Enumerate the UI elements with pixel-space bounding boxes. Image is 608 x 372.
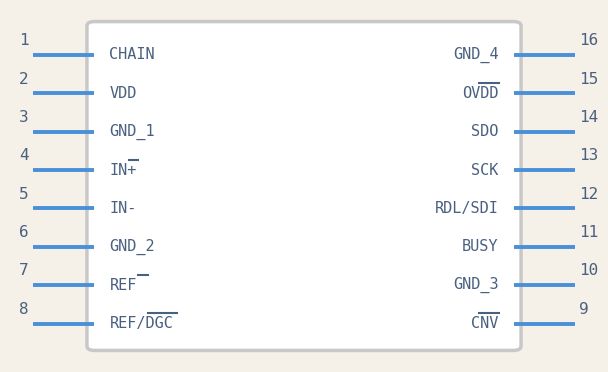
Text: 10: 10 [579,263,599,279]
Text: SCK: SCK [471,163,499,177]
FancyBboxPatch shape [87,22,521,350]
Text: OVDD: OVDD [462,86,499,101]
Text: GND_2: GND_2 [109,239,155,255]
Text: 12: 12 [579,187,599,202]
Text: 2: 2 [19,71,29,87]
Text: BUSY: BUSY [462,239,499,254]
Text: CNV: CNV [471,316,499,331]
Text: REF/DGC: REF/DGC [109,316,173,331]
Text: CHAIN: CHAIN [109,47,155,62]
Text: GND_1: GND_1 [109,124,155,140]
Text: 6: 6 [19,225,29,240]
Text: IN+: IN+ [109,163,137,177]
Text: 14: 14 [579,110,599,125]
Text: IN-: IN- [109,201,137,216]
Text: 11: 11 [579,225,599,240]
Text: SDO: SDO [471,124,499,139]
Text: 13: 13 [579,148,599,163]
Text: 3: 3 [19,110,29,125]
Text: RDL/SDI: RDL/SDI [435,201,499,216]
Text: 1: 1 [19,33,29,48]
Text: 9: 9 [579,302,589,317]
Text: GND_3: GND_3 [453,277,499,293]
Text: GND_4: GND_4 [453,47,499,63]
Text: 4: 4 [19,148,29,163]
Text: 16: 16 [579,33,599,48]
Text: VDD: VDD [109,86,137,101]
Text: REF: REF [109,278,137,293]
Text: 5: 5 [19,187,29,202]
Text: 8: 8 [19,302,29,317]
Text: 15: 15 [579,71,599,87]
Text: 7: 7 [19,263,29,279]
